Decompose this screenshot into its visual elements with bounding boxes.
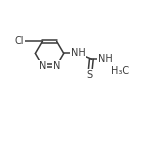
Text: NH: NH — [98, 54, 113, 64]
Text: N: N — [53, 61, 60, 71]
Text: Cl: Cl — [15, 36, 24, 46]
Text: S: S — [87, 70, 93, 80]
Text: N: N — [39, 61, 46, 71]
Text: NH: NH — [71, 49, 85, 58]
Text: H₃C: H₃C — [111, 66, 130, 76]
